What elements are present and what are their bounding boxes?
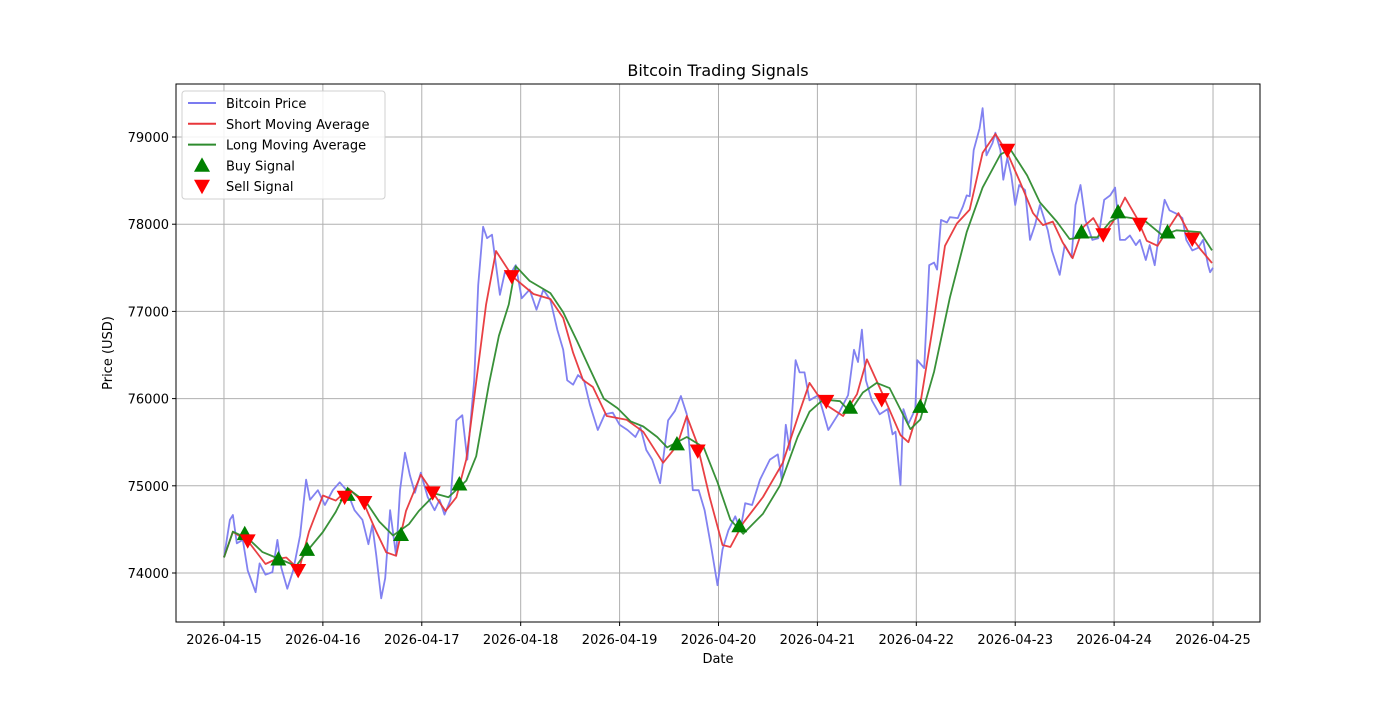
sell-signal-marker	[356, 495, 373, 511]
y-tick-label: 75000	[128, 480, 169, 495]
legend-label: Long Moving Average	[226, 139, 366, 154]
buy-signal-marker	[731, 517, 748, 533]
buy-signal-marker	[668, 435, 685, 451]
sell-signal-marker	[503, 270, 520, 285]
y-axis-label: Price (USD)	[101, 316, 116, 390]
buy-signal-marker	[1110, 204, 1127, 219]
buy-signal-marker	[299, 541, 316, 556]
legend-swatch-marker	[194, 179, 210, 195]
x-tick-label: 2026-04-23	[977, 633, 1053, 648]
buy-signal-marker	[393, 526, 410, 542]
legend-swatch-marker	[194, 157, 210, 172]
sell-signal-marker	[999, 143, 1016, 159]
buy-signal-marker	[1159, 224, 1176, 239]
axis-ticks: 2026-04-15 2026-04-16 2026-04-17 2026-04-18…	[128, 131, 1251, 648]
y-tick-label: 76000	[128, 393, 169, 408]
legend-label: Sell Signal	[226, 180, 294, 195]
sell-signal-marker	[1131, 217, 1148, 233]
x-tick-label: 2026-04-21	[780, 633, 856, 648]
sell-signal-marker	[336, 490, 353, 506]
bitcoin-price-line	[223, 107, 1214, 600]
buy-signal-marker	[270, 551, 287, 566]
y-tick-label: 79000	[128, 131, 169, 146]
buy-signal-marker	[842, 399, 859, 414]
buy-signal-marker	[912, 398, 929, 413]
sell-signal-marker	[1095, 228, 1112, 243]
plot-area	[223, 107, 1214, 600]
buy-signal-marker	[1073, 224, 1090, 239]
x-axis-label: Date	[702, 652, 733, 667]
sell-signal-marker	[1184, 232, 1201, 248]
sell-signal-marker	[689, 444, 706, 459]
x-tick-label: 2026-04-19	[582, 633, 658, 648]
y-tick-label: 77000	[128, 305, 169, 320]
y-tick-label: 74000	[128, 567, 169, 582]
x-tick-label: 2026-04-24	[1076, 633, 1152, 648]
sell-signal-marker	[873, 393, 890, 408]
x-tick-label: 2026-04-16	[285, 633, 361, 648]
x-tick-label: 2026-04-22	[879, 633, 955, 648]
short-moving-average-line	[223, 133, 1213, 571]
chart-title: Bitcoin Trading Signals	[627, 61, 808, 80]
sell-signal-marker	[239, 534, 256, 549]
buy-signal-marker	[451, 476, 468, 491]
x-tick-label: 2026-04-17	[384, 633, 460, 648]
x-tick-label: 2026-04-20	[681, 633, 757, 648]
sell-signal-marker	[424, 486, 441, 501]
y-tick-label: 78000	[128, 218, 169, 233]
legend-label: Bitcoin Price	[226, 97, 306, 112]
legend-label: Short Moving Average	[226, 118, 370, 133]
legend-box	[181, 90, 386, 200]
legend: Bitcoin Price Short Moving Average Long Mo…	[181, 90, 386, 200]
legend-label: Buy Signal	[226, 159, 295, 174]
x-tick-label: 2026-04-15	[186, 633, 262, 648]
x-tick-label: 2026-04-18	[483, 633, 559, 648]
sell-signal-marker	[290, 563, 307, 579]
x-tick-label: 2026-04-25	[1175, 633, 1251, 648]
sell-signal-marker	[818, 394, 835, 410]
